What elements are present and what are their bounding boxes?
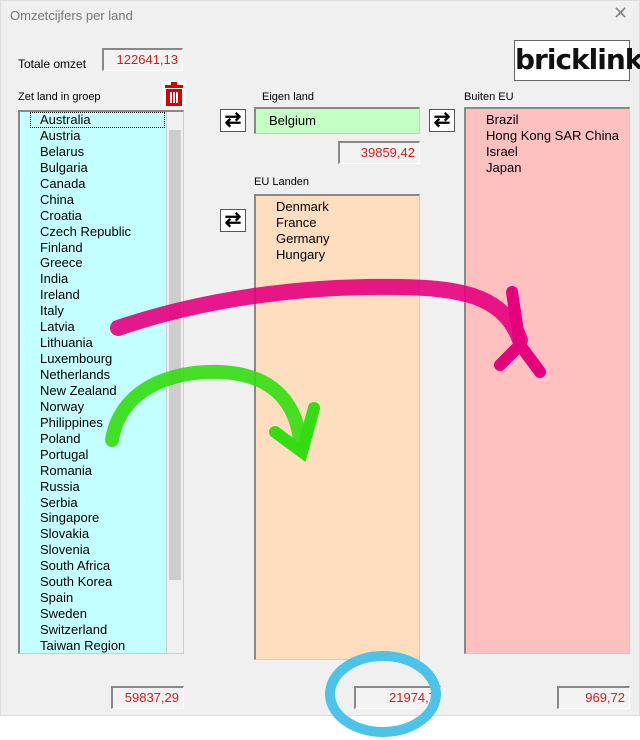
list-item[interactable]: Greece [40,255,83,271]
list-item[interactable]: Finland [40,239,83,255]
own-country-field[interactable]: Belgium [254,107,420,134]
list-item[interactable]: China [40,191,74,207]
total-value: 122641,13 [102,48,183,71]
list-item[interactable]: Ireland [40,287,80,303]
list-item[interactable]: Norway [40,398,85,414]
list-item[interactable]: France [276,214,317,230]
list-item[interactable]: New Zealand [40,382,117,398]
own-label: Eigen land [262,91,314,103]
group-total: 59837,29 [111,686,184,709]
list-item[interactable]: Austria [40,127,81,143]
list-item[interactable]: Israel [486,143,518,159]
list-item[interactable]: Belarus [40,143,85,159]
blue-circle-annotation [325,651,441,737]
list-item[interactable]: Hong Kong SAR China [486,127,619,143]
list-item[interactable]: Taiwan Region [40,637,126,653]
list-item[interactable]: Japan [486,159,522,175]
list-item[interactable]: Singapore [40,510,100,526]
list-item[interactable]: Slovakia [40,526,90,542]
bricklink-logo: bricklink [514,40,640,81]
list-item[interactable]: Poland [40,430,81,446]
group-label: Zet land in groep [18,91,101,103]
magenta-arrow-annotation [110,278,528,348]
magenta-arrowhead-annotation [494,286,546,378]
noneu-label: Buiten EU [464,91,514,103]
own-total: 39859,42 [338,141,420,164]
list-item[interactable]: Czech Republic [40,223,132,239]
list-item[interactable]: Switzerland [40,622,108,637]
window-title: Omzetcijfers per land [10,8,133,23]
list-item[interactable]: Bulgaria [40,159,88,175]
list-item[interactable]: Slovenia [40,542,90,558]
list-item[interactable]: Denmark [276,199,329,214]
list-item[interactable]: Lithuania [40,335,93,351]
list-item[interactable]: Italy [40,303,64,319]
scroll-thumb[interactable] [169,130,181,580]
list-item[interactable]: Philippines [40,414,103,430]
list-item[interactable]: Australia [30,112,165,128]
eu-listbox[interactable]: Denmark France Germany Hungary [254,194,420,660]
list-item[interactable]: Latvia [40,319,75,335]
swap-eu-button[interactable]: ⇄ [220,209,246,232]
swap-own-button[interactable]: ⇄ [220,109,246,132]
close-button[interactable]: ✕ [613,3,629,23]
list-item[interactable]: Spain [40,590,74,606]
list-item[interactable]: Russia [40,478,80,494]
list-item[interactable]: Germany [276,230,330,246]
noneu-listbox[interactable]: Brazil Hong Kong SAR China Israel Japan [464,107,630,654]
green-arrow-annotation [105,364,307,447]
noneu-total: 969,72 [557,686,630,709]
swap-noneu-button[interactable]: ⇄ [429,109,455,132]
list-item[interactable]: Romania [40,462,93,478]
list-item[interactable]: Sweden [40,606,87,622]
green-arrowhead-annotation [269,402,320,463]
list-item[interactable]: Serbia [40,494,78,510]
list-item[interactable]: Croatia [40,207,82,223]
group-listbox[interactable]: Australia Austria Belarus Bulgaria Canada Chi… [18,110,184,654]
list-item[interactable]: Portugal [40,446,89,462]
total-label: Totale omzet [18,57,87,71]
eu-total: 21974,7 [354,686,441,709]
trash-icon[interactable] [162,81,186,107]
list-item[interactable]: South Africa [40,558,111,574]
list-item[interactable]: India [40,271,69,287]
list-item[interactable]: Hungary [276,246,326,262]
list-item[interactable]: Brazil [486,112,519,127]
list-item[interactable]: Netherlands [40,367,111,382]
list-item[interactable]: Luxembourg [40,351,113,367]
list-item[interactable]: Canada [40,175,86,191]
list-item[interactable]: South Korea [40,574,113,590]
eu-label: EU Landen [254,176,310,188]
